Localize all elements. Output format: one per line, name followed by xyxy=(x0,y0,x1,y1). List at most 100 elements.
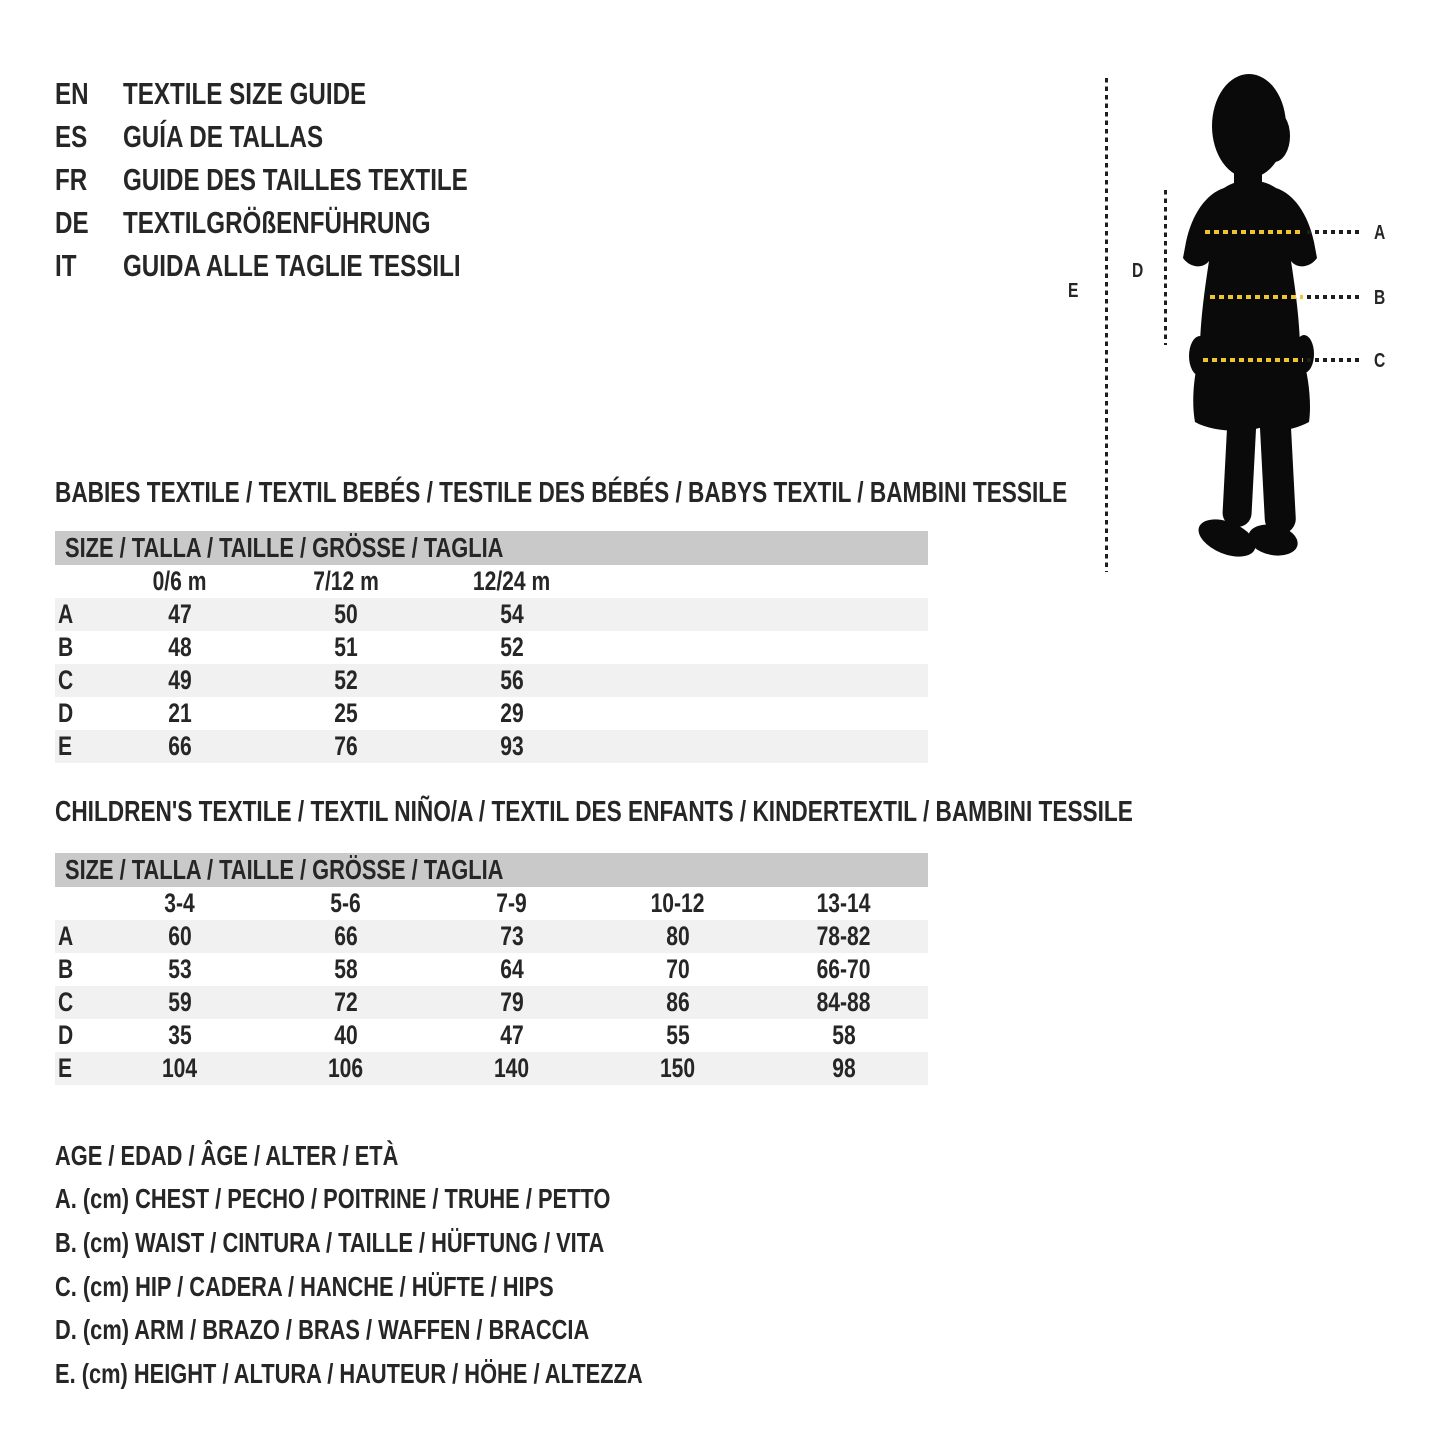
language-title-row: EN TEXTILE SIZE GUIDE xyxy=(55,72,565,115)
column-header: 7/12 m xyxy=(313,566,379,596)
measure-label-b: B xyxy=(1374,287,1386,309)
measurement-legend: AGE / EDAD / ÂGE / ALTER / ETÀ A. (cm) C… xyxy=(55,1134,808,1396)
cell-value: 48 xyxy=(168,632,192,662)
cell-value: 53 xyxy=(168,954,192,984)
column-header: 7-9 xyxy=(496,888,528,918)
language-title: TEXTILGRÖßENFÜHRUNG xyxy=(123,204,431,240)
language-title: GUÍA DE TALLAS xyxy=(123,118,324,154)
chest-measure-dots-a xyxy=(1307,230,1363,234)
column-header: 3-4 xyxy=(164,888,196,918)
cell-value: 78-82 xyxy=(817,921,871,951)
table-row: A 47 50 54 xyxy=(55,598,928,631)
legend-line-age: AGE / EDAD / ÂGE / ALTER / ETÀ xyxy=(55,1139,399,1171)
row-label: B xyxy=(58,954,74,984)
cell-value: 21 xyxy=(168,698,192,728)
language-title: GUIDA ALLE TAGLIE TESSILI xyxy=(123,247,461,283)
section-heading-children: CHILDREN'S TEXTILE / TEXTIL NIÑO/A / TEX… xyxy=(55,795,1133,828)
language-title: GUIDE DES TAILLES TEXTILE xyxy=(123,161,468,197)
legend-line-height: E. (cm) HEIGHT / ALTURA / HAUTEUR / HÖHE… xyxy=(55,1357,643,1389)
column-header: 10-12 xyxy=(651,888,705,918)
hip-measure-dash-c xyxy=(1203,358,1303,362)
cell-value: 70 xyxy=(666,954,690,984)
row-label: C xyxy=(58,665,74,695)
column-header: 13-14 xyxy=(817,888,871,918)
cell-value: 29 xyxy=(500,698,524,728)
row-label: E xyxy=(58,1053,73,1083)
babies-size-header-bar: SIZE / TALLA / TAILLE / GRÖSSE / TAGLIA xyxy=(55,531,928,565)
cell-value: 52 xyxy=(500,632,524,662)
row-label: E xyxy=(58,731,73,761)
language-title-row: DE TEXTILGRÖßENFÜHRUNG xyxy=(55,201,565,244)
cell-value: 64 xyxy=(500,954,524,984)
children-size-table: SIZE / TALLA / TAILLE / GRÖSSE / TAGLIA … xyxy=(55,853,928,1085)
cell-value: 47 xyxy=(500,1020,524,1050)
table-row: B 53 58 64 70 66-70 xyxy=(55,953,928,986)
row-label: B xyxy=(58,632,74,662)
cell-value: 79 xyxy=(500,987,524,1017)
cell-value: 40 xyxy=(334,1020,358,1050)
row-label: C xyxy=(58,987,74,1017)
cell-value: 106 xyxy=(328,1053,364,1083)
language-code: IT xyxy=(55,247,77,283)
table-row: D 21 25 29 xyxy=(55,697,928,730)
cell-value: 140 xyxy=(494,1053,530,1083)
cell-value: 66 xyxy=(334,921,358,951)
language-code: FR xyxy=(55,161,88,197)
language-title-row: FR GUIDE DES TAILLES TEXTILE xyxy=(55,158,565,201)
measure-label-d: D xyxy=(1132,260,1144,282)
cell-value: 50 xyxy=(334,599,358,629)
column-header: 0/6 m xyxy=(153,566,207,596)
legend-line-waist: B. (cm) WAIST / CINTURA / TAILLE / HÜFTU… xyxy=(55,1226,605,1258)
table-row: C 59 72 79 86 84-88 xyxy=(55,986,928,1019)
cell-value: 58 xyxy=(334,954,358,984)
cell-value: 98 xyxy=(832,1053,856,1083)
cell-value: 56 xyxy=(500,665,524,695)
height-measure-line-e xyxy=(1105,78,1108,572)
table-row: B 48 51 52 xyxy=(55,631,928,664)
legend-line-arm: D. (cm) ARM / BRAZO / BRAS / WAFFEN / BR… xyxy=(55,1314,590,1346)
cell-value: 73 xyxy=(500,921,524,951)
table-row: A 60 66 73 80 78-82 xyxy=(55,920,928,953)
cell-value: 54 xyxy=(500,599,524,629)
cell-value: 49 xyxy=(168,665,192,695)
silhouette-right-shoe xyxy=(1248,524,1298,556)
row-label: A xyxy=(58,599,74,629)
measure-label-a: A xyxy=(1374,222,1386,244)
arm-measure-line-d xyxy=(1164,190,1167,345)
table-row: E 104 106 140 150 98 xyxy=(55,1052,928,1085)
children-column-header-row: 3-4 5-6 7-9 10-12 13-14 xyxy=(55,887,928,920)
row-label: D xyxy=(58,698,74,728)
legend-line-chest: A. (cm) CHEST / PECHO / POITRINE / TRUHE… xyxy=(55,1183,611,1215)
row-label: D xyxy=(58,1020,74,1050)
cell-value: 35 xyxy=(168,1020,192,1050)
cell-value: 66 xyxy=(168,731,192,761)
cell-value: 150 xyxy=(660,1053,696,1083)
babies-column-header-row: 0/6 m 7/12 m 12/24 m xyxy=(55,565,928,598)
cell-value: 47 xyxy=(168,599,192,629)
row-label: A xyxy=(58,921,74,951)
language-titles-block: EN TEXTILE SIZE GUIDE ES GUÍA DE TALLAS … xyxy=(55,72,565,287)
cell-value: 86 xyxy=(666,987,690,1017)
silhouette-left-shoe xyxy=(1198,519,1256,557)
cell-value: 80 xyxy=(666,921,690,951)
table-row: D 35 40 47 55 58 xyxy=(55,1019,928,1052)
cell-value: 93 xyxy=(500,731,524,761)
column-header: 5-6 xyxy=(330,888,362,918)
language-code: DE xyxy=(55,204,89,240)
silhouette-right-leg xyxy=(1259,398,1296,534)
cell-value: 51 xyxy=(334,632,358,662)
cell-value: 66-70 xyxy=(817,954,871,984)
language-title: TEXTILE SIZE GUIDE xyxy=(123,75,367,111)
silhouette-left-hand xyxy=(1189,336,1211,376)
cell-value: 104 xyxy=(162,1053,198,1083)
waist-measure-dots-b xyxy=(1307,295,1363,299)
silhouette-left-leg xyxy=(1222,402,1257,527)
cell-value: 76 xyxy=(334,731,358,761)
cell-value: 84-88 xyxy=(817,987,871,1017)
cell-value: 25 xyxy=(334,698,358,728)
measure-label-c: C xyxy=(1374,350,1386,372)
cell-value: 60 xyxy=(168,921,192,951)
language-code: ES xyxy=(55,118,88,154)
silhouette-shirt xyxy=(1183,180,1317,350)
cell-value: 72 xyxy=(334,987,358,1017)
